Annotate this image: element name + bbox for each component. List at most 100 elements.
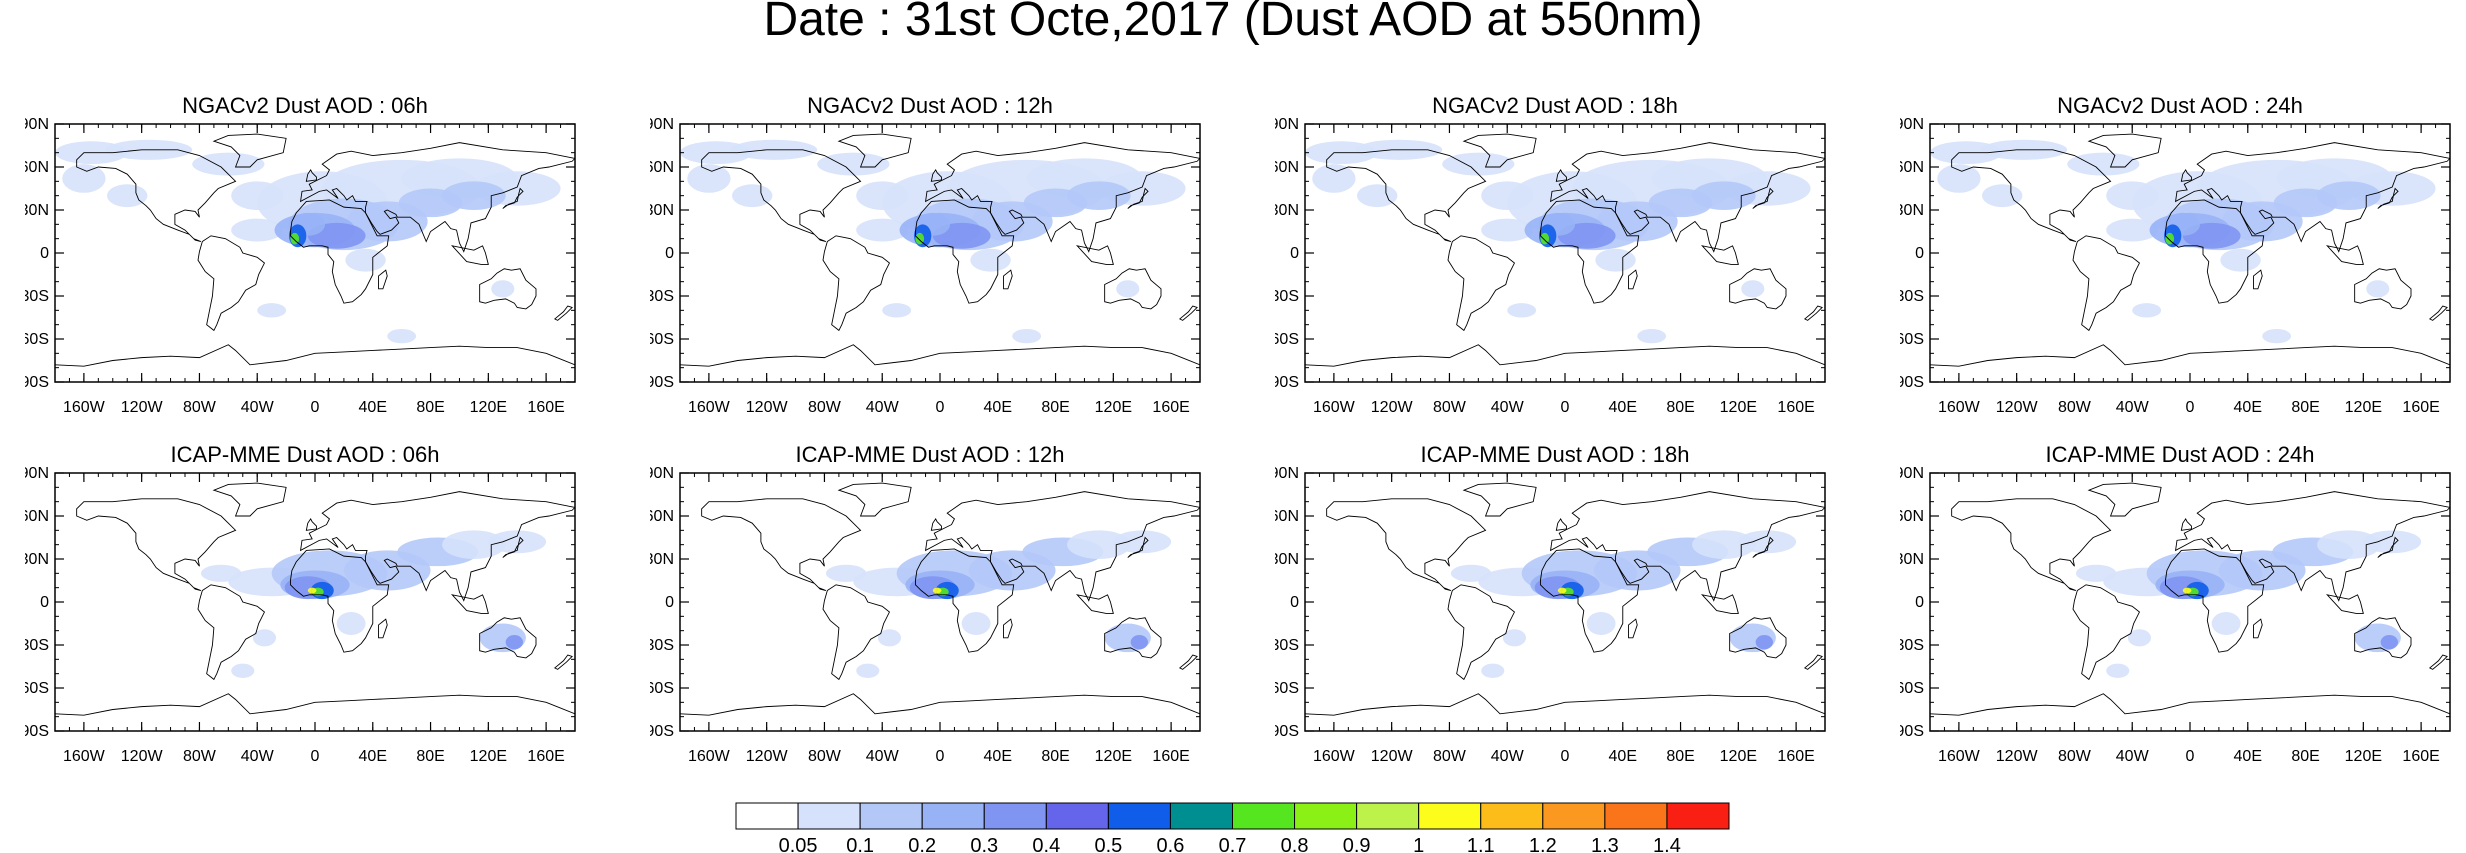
dust-field [1692, 181, 1756, 210]
coastline [553, 654, 573, 670]
lon-tick-label: 40W [2116, 399, 2150, 416]
coastline [1700, 245, 1739, 265]
map-panel: 160W 120W 80W 40W 0 40E 80E 120E 160E 90N 60N 30N 0 3… [1900, 88, 2460, 428]
lon-tick-label: 160E [527, 748, 564, 765]
lat-tick-label: 0 [665, 594, 674, 611]
lon-tick-label: 80E [416, 748, 444, 765]
colorbar-swatch [1542, 802, 1606, 830]
coastline [289, 548, 390, 653]
dust-field [1741, 280, 1765, 298]
map-plot: 160W 120W 80W 40W 0 40E 80E 120E 160E 90N 60N 30N 0 3… [25, 116, 576, 416]
lat-tick-label: 30N [650, 551, 674, 568]
dust-field [2075, 564, 2117, 582]
map-panel: 160W 120W 80W 40W 0 40E 80E 120E 160E 90N 60N 30N 0 3… [650, 437, 1210, 777]
lat-tick-label: 90N [25, 465, 49, 482]
lon-tick-label: 40E [359, 748, 387, 765]
coastline [1104, 617, 1162, 659]
colorbar-swatch [1480, 802, 1544, 830]
coastline [55, 693, 575, 716]
coastline [2428, 654, 2448, 670]
dust-field [1312, 164, 1356, 193]
dust-field [336, 612, 366, 635]
coastline [502, 187, 524, 209]
dust-field [1738, 530, 1797, 554]
map-plot: 160W 120W 80W 40W 0 40E 80E 120E 160E 90N 60N 30N 0 3… [1275, 465, 1826, 765]
lat-tick-label: 60N [650, 508, 674, 525]
coastline [2087, 482, 2162, 517]
lon-tick-label: 80W [808, 399, 842, 416]
dust-field [817, 152, 890, 176]
coastline [1555, 168, 1567, 182]
dust-field [961, 612, 991, 635]
lon-tick-label: 120W [1371, 399, 1414, 416]
lon-tick-label: 40W [866, 748, 900, 765]
dust-field [387, 328, 417, 344]
lat-tick-label: 90S [1275, 374, 1299, 391]
coastline [1539, 548, 1640, 653]
coastline [212, 133, 287, 168]
dust-field [1937, 164, 1981, 193]
lat-tick-label: 60S [25, 331, 49, 348]
lon-tick-label: 160W [1938, 748, 1981, 765]
coastline [2428, 305, 2448, 321]
lon-tick-label: 0 [1561, 399, 1570, 416]
dust-field [200, 564, 242, 582]
coastline [1462, 133, 1537, 168]
dust-field [882, 303, 912, 318]
coastline [76, 149, 237, 242]
lon-tick-label: 40W [2116, 748, 2150, 765]
dust-field [732, 184, 773, 208]
coastline [2377, 536, 2399, 558]
colorbar-label: 1 [1413, 835, 1424, 853]
map-plot: 160W 120W 80W 40W 0 40E 80E 120E 160E 90N 60N 30N 0 3… [650, 465, 1201, 765]
colorbar-label: 0.8 [1281, 835, 1309, 853]
coastline [299, 142, 575, 253]
lat-tick-label: 90S [1900, 374, 1924, 391]
panel-title: NGACv2 Dust AOD : 12h [807, 93, 1053, 118]
lat-tick-label: 60S [25, 680, 49, 697]
lat-tick-label: 60S [1900, 680, 1924, 697]
lon-tick-label: 80W [1433, 748, 1467, 765]
dust-field [231, 663, 255, 678]
dust-field [1450, 564, 1492, 582]
coastline [2164, 199, 2265, 304]
coastline [2174, 142, 2450, 253]
lat-tick-label: 0 [1915, 594, 1924, 611]
lat-tick-label: 30S [25, 637, 49, 654]
map-panel: 160W 120W 80W 40W 0 40E 80E 120E 160E 90N 60N 30N 0 3… [1900, 437, 2460, 777]
lon-tick-label: 80E [1041, 748, 1069, 765]
lon-tick-label: 80W [2058, 748, 2092, 765]
coastline [930, 168, 942, 182]
coastline [378, 618, 388, 639]
lon-tick-label: 80W [183, 399, 217, 416]
coastline [2072, 235, 2141, 332]
lat-tick-label: 60S [650, 331, 674, 348]
coastline [837, 133, 912, 168]
dust-field [1481, 663, 1505, 678]
colorbar-label: 0.5 [1094, 835, 1122, 853]
map-panel: 160W 120W 80W 40W 0 40E 80E 120E 160E 90N 60N 30N 0 3… [650, 88, 1210, 428]
coastline [837, 482, 912, 517]
lat-tick-label: 30S [650, 637, 674, 654]
lat-tick-label: 30S [1275, 288, 1299, 305]
lon-tick-label: 40E [2234, 399, 2262, 416]
lon-tick-label: 160E [1777, 399, 1814, 416]
dust-field [1130, 634, 1148, 650]
coastline [822, 584, 891, 681]
coastline [1549, 142, 1825, 253]
dust-field [488, 530, 547, 554]
colorbar-label: 0.7 [1219, 835, 1247, 853]
coastline [2325, 245, 2364, 265]
lat-tick-label: 90N [1900, 116, 1924, 133]
lon-tick-label: 40E [359, 399, 387, 416]
lon-tick-label: 80E [1041, 399, 1069, 416]
lon-tick-label: 160W [1313, 748, 1356, 765]
dust-field [2262, 328, 2292, 344]
lat-tick-label: 0 [1290, 245, 1299, 262]
lon-tick-label: 120W [1996, 399, 2039, 416]
lat-tick-label: 60N [1900, 159, 1924, 176]
lon-tick-label: 40E [2234, 748, 2262, 765]
coastline [2354, 617, 2412, 659]
coastline [1462, 482, 1537, 517]
lon-tick-label: 120E [1095, 399, 1132, 416]
